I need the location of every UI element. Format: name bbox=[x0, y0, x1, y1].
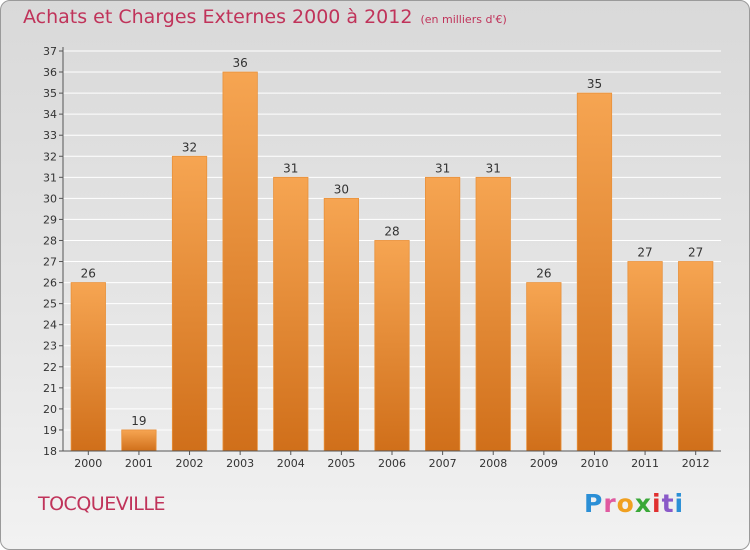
y-tick-label: 26 bbox=[43, 277, 57, 290]
data-label: 27 bbox=[688, 246, 703, 260]
bar bbox=[273, 176, 309, 452]
y-tick-label: 35 bbox=[43, 87, 57, 100]
x-tick-label: 2003 bbox=[226, 457, 254, 470]
bar bbox=[627, 261, 663, 452]
city-name: TOCQUEVILLE bbox=[38, 493, 165, 515]
y-tick-label: 23 bbox=[43, 340, 57, 353]
x-tick-label: 2010 bbox=[580, 457, 608, 470]
data-label: 28 bbox=[384, 224, 399, 238]
x-tick-label: 2012 bbox=[682, 457, 710, 470]
y-tick-label: 29 bbox=[43, 213, 57, 226]
data-label: 30 bbox=[334, 182, 349, 196]
logo-letter: P bbox=[584, 489, 604, 518]
y-tick-label: 33 bbox=[43, 129, 57, 142]
bar bbox=[576, 92, 613, 452]
bar bbox=[678, 261, 714, 452]
bar bbox=[70, 282, 106, 452]
x-tick-label: 2006 bbox=[378, 457, 406, 470]
title-text: Achats et Charges Externes 2000 à 2012 bbox=[23, 6, 413, 28]
data-label: 32 bbox=[182, 140, 197, 154]
x-tick-label: 2007 bbox=[429, 457, 457, 470]
y-tick-label: 21 bbox=[43, 382, 57, 395]
y-tick-label: 24 bbox=[43, 319, 57, 332]
y-tick-label: 32 bbox=[43, 150, 57, 163]
y-tick-label: 20 bbox=[43, 403, 57, 416]
data-label: 26 bbox=[81, 267, 96, 281]
data-label: 36 bbox=[233, 56, 248, 70]
bar bbox=[374, 240, 410, 452]
bar bbox=[475, 176, 511, 452]
data-label: 19 bbox=[131, 414, 146, 428]
y-tick-label: 37 bbox=[43, 45, 57, 58]
logo-letter: o bbox=[616, 489, 635, 518]
x-tick-label: 2009 bbox=[530, 457, 558, 470]
logo-letter: i bbox=[652, 489, 662, 518]
bar bbox=[425, 176, 461, 452]
x-tick-label: 2011 bbox=[631, 457, 659, 470]
bar bbox=[222, 71, 258, 452]
y-tick-label: 27 bbox=[43, 256, 57, 269]
proxiti-logo[interactable]: Proxiti bbox=[584, 489, 684, 518]
y-tick-label: 25 bbox=[43, 298, 57, 311]
data-label: 31 bbox=[435, 161, 450, 175]
x-tick-label: 2005 bbox=[327, 457, 355, 470]
logo-letter: r bbox=[603, 489, 617, 518]
bar bbox=[121, 429, 157, 452]
x-tick-label: 2008 bbox=[479, 457, 507, 470]
x-tick-label: 2002 bbox=[176, 457, 204, 470]
bar bbox=[323, 197, 359, 452]
y-tick-label: 30 bbox=[43, 192, 57, 205]
data-label: 35 bbox=[587, 77, 602, 91]
chart-subtitle: (en milliers d'€) bbox=[420, 13, 507, 26]
data-label: 26 bbox=[536, 267, 551, 281]
y-tick-label: 19 bbox=[43, 424, 57, 437]
logo-letter: t bbox=[661, 489, 675, 518]
axes: 18 19 20 21 22 23 24 25 26 27 28 29 30 31 32 33 34 35 36 37… bbox=[43, 45, 721, 470]
y-tick-label: 34 bbox=[43, 108, 57, 121]
y-tick-label: 28 bbox=[43, 234, 57, 247]
data-label: 31 bbox=[283, 161, 298, 175]
logo-letter: x bbox=[634, 489, 652, 518]
y-tick-label: 22 bbox=[43, 361, 57, 374]
x-tick-label: 2004 bbox=[277, 457, 305, 470]
x-tick-label: 2001 bbox=[125, 457, 153, 470]
bars: 26 19 32 36 31 30 28 31 31 26 35 27 27 bbox=[70, 56, 714, 452]
data-label: 31 bbox=[486, 161, 501, 175]
y-tick-label: 36 bbox=[43, 66, 57, 79]
chart-title: Achats et Charges Externes 2000 à 2012 (e… bbox=[23, 6, 507, 28]
logo-letter: i bbox=[674, 489, 685, 518]
data-label: 27 bbox=[637, 246, 652, 260]
bar bbox=[171, 155, 208, 452]
x-tick-label: 2000 bbox=[74, 457, 102, 470]
y-tick-label: 18 bbox=[43, 445, 57, 458]
bar bbox=[526, 282, 562, 452]
y-tick-label: 31 bbox=[43, 171, 57, 184]
